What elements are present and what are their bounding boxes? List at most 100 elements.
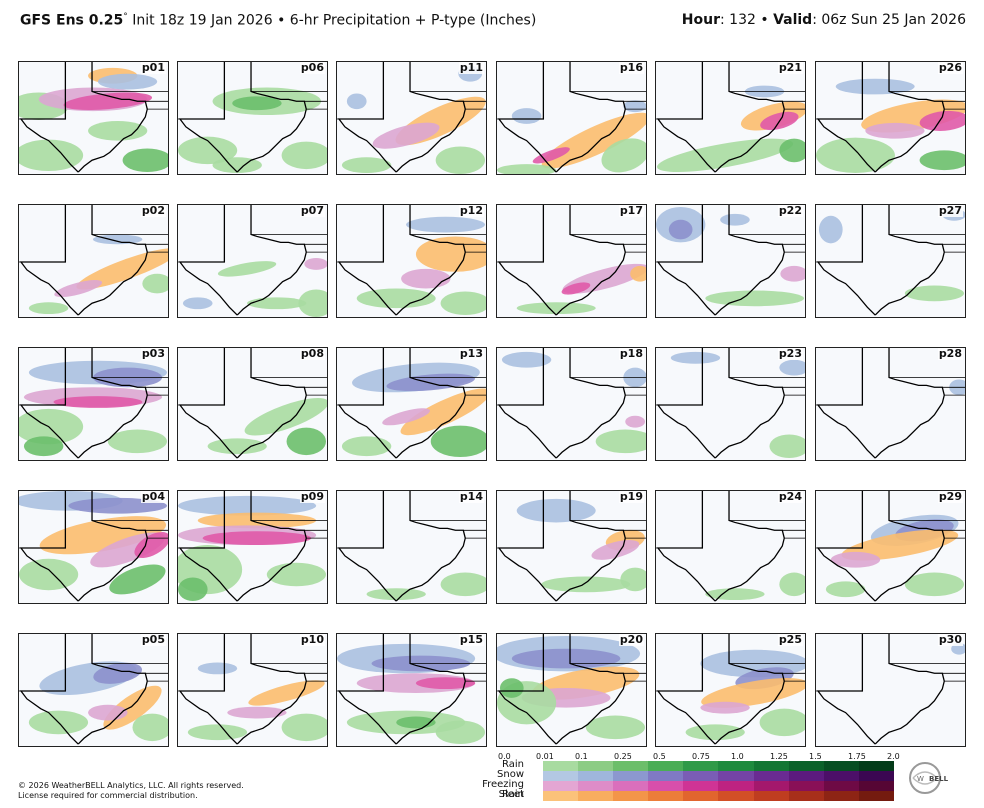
- legend-swatch: [578, 761, 614, 771]
- svg-text:BELL: BELL: [929, 775, 949, 783]
- precip-area: [625, 415, 646, 428]
- precip-area: [346, 93, 367, 110]
- precip-area: [197, 662, 238, 675]
- legend-swatch: [823, 771, 859, 781]
- member-panel-p01: p01: [18, 61, 169, 175]
- texas-border: [19, 348, 148, 459]
- state-borders: [656, 234, 805, 263]
- valid-value: : 06z Sun 25 Jan 2026: [812, 12, 966, 28]
- precip-area: [435, 720, 486, 745]
- precip-area: [202, 531, 312, 546]
- precip-area: [430, 425, 486, 458]
- texas-border: [178, 634, 307, 745]
- legend-tick: 1.75: [848, 752, 866, 761]
- texas-border: [19, 205, 148, 316]
- state-borders: [816, 91, 965, 120]
- precip-map-p20: [497, 634, 646, 745]
- precip-area: [19, 408, 84, 445]
- legend-swatch: [613, 771, 649, 781]
- precip-area: [630, 265, 646, 282]
- precip-area: [341, 436, 392, 457]
- member-panel-p14: p14: [336, 490, 487, 604]
- legend-swatch: [648, 781, 684, 791]
- legend-swatch: [543, 761, 579, 771]
- precip-map-p11: [337, 62, 486, 174]
- precip-area: [217, 261, 277, 277]
- texas-border: [337, 62, 466, 173]
- member-label: p11: [458, 61, 484, 74]
- member-panel-p16: p16: [496, 61, 647, 175]
- member-panel-p09: p09: [177, 490, 328, 604]
- legend-swatch: [543, 781, 579, 791]
- member-label: p03: [140, 347, 166, 360]
- texas-border: [497, 491, 626, 602]
- precip-map-p22: [656, 205, 805, 316]
- member-label: p18: [618, 347, 644, 360]
- legend-color-bar: [543, 761, 894, 771]
- precip-area: [769, 434, 805, 459]
- svg-text:W: W: [917, 775, 924, 783]
- precip-area: [440, 291, 486, 316]
- precip-area: [435, 146, 486, 174]
- precip-area: [97, 73, 158, 90]
- precip-area: [700, 701, 750, 714]
- legend-swatch: [858, 781, 894, 791]
- precip-area: [182, 297, 213, 310]
- state-borders: [656, 91, 805, 120]
- precip-type-legend: 0.0 0.01 0.1 0.25 0.5 0.75 1.0 1.25 1.5 1.75 2.0 R…: [476, 752, 900, 802]
- legend-tick: 0.1: [575, 752, 588, 761]
- member-panel-p27: p27: [815, 204, 966, 318]
- precip-area: [701, 678, 805, 708]
- member-label: p27: [937, 204, 963, 217]
- member-panel-p28: p28: [815, 347, 966, 461]
- state-borders: [497, 234, 646, 263]
- texas-border: [656, 62, 785, 173]
- precip-map-p27: [816, 205, 965, 316]
- member-label: p10: [299, 633, 325, 646]
- legend-color-bar: [543, 771, 894, 781]
- precip-area: [63, 92, 153, 111]
- texas-border: [337, 634, 466, 745]
- texas-border: [497, 205, 626, 316]
- legend-swatch: [613, 761, 649, 771]
- member-label: p13: [458, 347, 484, 360]
- state-borders: [656, 520, 805, 549]
- legend-swatch: [648, 771, 684, 781]
- precip-area: [19, 139, 84, 172]
- precip-area: [825, 581, 866, 598]
- member-panel-p03: p03: [18, 347, 169, 461]
- state-borders: [19, 663, 168, 692]
- state-borders: [19, 520, 168, 549]
- precip-area: [830, 551, 881, 568]
- member-label: p04: [140, 490, 166, 503]
- member-panel-p13: p13: [336, 347, 487, 461]
- legend-swatch: [543, 771, 579, 781]
- legend-type-label: Rain: [502, 759, 524, 770]
- legend-tick: 1.25: [770, 752, 788, 761]
- state-borders: [337, 520, 486, 549]
- legend-swatch: [753, 791, 789, 801]
- member-label: p24: [777, 490, 803, 503]
- precip-area: [19, 558, 79, 591]
- precip-area: [779, 572, 805, 597]
- member-panel-p19: p19: [496, 490, 647, 604]
- precip-area: [401, 268, 451, 289]
- texas-border: [19, 491, 148, 602]
- legend-ticks: 0.0 0.01 0.1 0.25 0.5 0.75 1.0 1.25 1.5 1.75 2.0: [498, 752, 900, 762]
- precip-area: [818, 215, 843, 244]
- precip-area: [904, 572, 965, 597]
- member-label: p14: [458, 490, 484, 503]
- legend-swatch: [788, 781, 824, 791]
- precip-area: [39, 516, 167, 555]
- state-borders: [19, 377, 168, 406]
- precip-area: [248, 680, 325, 706]
- state-borders: [178, 520, 327, 549]
- precip-map-p08: [178, 348, 327, 459]
- precip-area: [919, 110, 965, 131]
- member-panel-p02: p02: [18, 204, 169, 318]
- member-label: p17: [618, 204, 644, 217]
- texas-border: [337, 348, 466, 459]
- copyright-line-2: License required for commercial distribu…: [18, 791, 198, 800]
- member-panel-p05: p05: [18, 633, 169, 747]
- legend-tick: 1.5: [809, 752, 822, 761]
